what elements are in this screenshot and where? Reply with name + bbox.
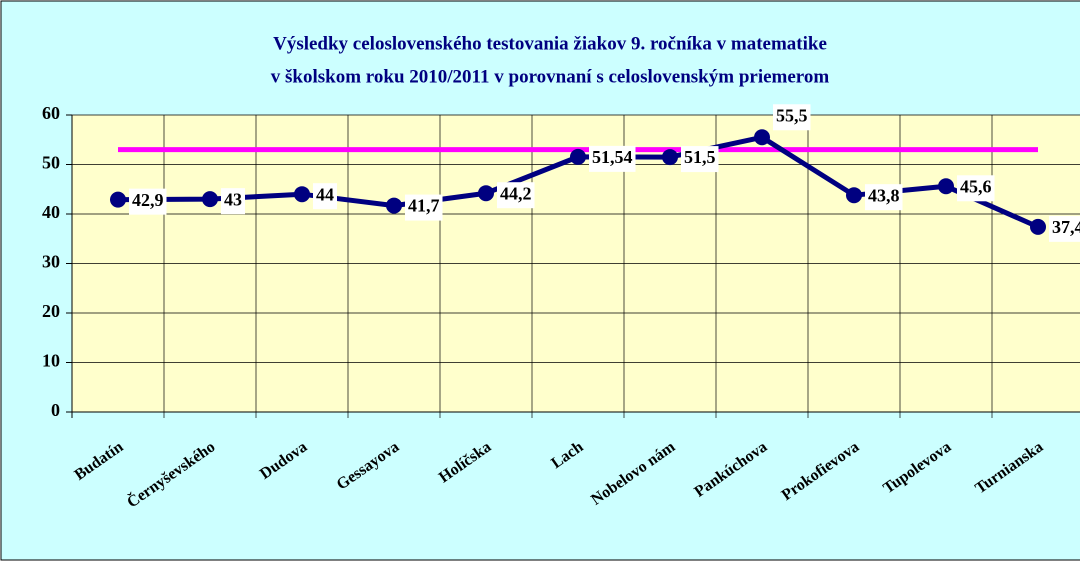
value-label-background [497,182,535,209]
value-label: 55,5 [776,105,808,125]
marker [202,191,218,208]
marker [754,129,770,146]
marker [570,148,586,165]
value-label-background [681,146,719,173]
y-tick-label: 0 [51,400,60,420]
value-label: 51,54 [592,147,633,167]
value-label: 51,5 [684,147,716,167]
value-label: 41,7 [408,196,440,216]
y-tick-label: 30 [42,252,60,272]
value-label: 42,9 [132,190,164,210]
chart-title: Výsledky celoslovenského testovania žiak… [273,33,827,54]
value-label: 45,6 [960,176,992,196]
value-label: 44,2 [500,183,532,203]
y-tick-label: 60 [42,103,60,123]
value-label-background [773,104,811,131]
chart-subtitle: v školskom roku 2010/2011 v porovnaní s … [271,66,830,87]
marker [386,197,402,214]
value-label-background [313,183,337,210]
value-label: 43,8 [868,185,900,205]
marker [846,187,862,204]
value-label: 43 [224,189,242,209]
value-label-background [865,184,903,211]
marker [294,186,310,203]
value-label-background [221,188,245,215]
marker [938,178,954,195]
y-tick-label: 10 [42,351,60,371]
y-tick-label: 20 [42,301,60,321]
value-label-background [957,175,995,202]
y-tick-label: 40 [42,202,60,222]
value-label-background [405,194,443,221]
marker [110,191,126,208]
marker [478,185,494,202]
y-tick-label: 50 [42,153,60,173]
value-label: 37,4 [1052,217,1080,237]
marker [1030,218,1046,235]
marker [662,149,678,166]
value-label-background [589,145,636,172]
value-label: 44 [316,184,334,204]
value-label-background [129,188,167,215]
value-label-background [1049,215,1080,242]
